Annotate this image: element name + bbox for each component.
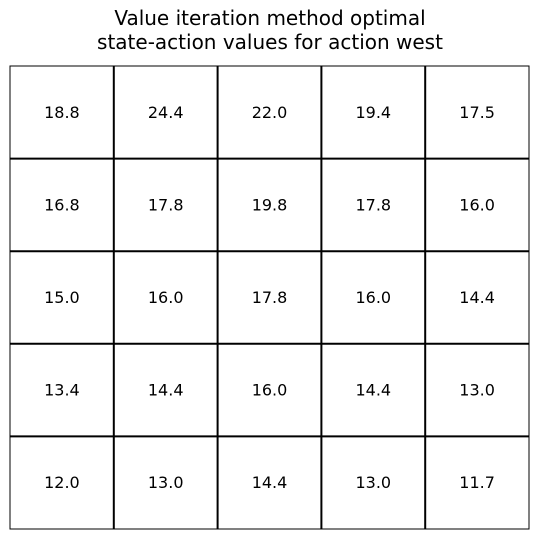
cell-value-r0-c1: 24.4 [148,103,184,122]
cell-value-r3-c3: 14.4 [355,381,391,400]
cell-value-r3-c4: 13.0 [459,381,495,400]
cell-value-r2-c2: 17.8 [252,288,288,307]
cell-value-r4-c3: 13.0 [355,473,391,492]
cell-value-r3-c0: 13.4 [44,381,80,400]
cell-value-r2-c4: 14.4 [459,288,495,307]
cell-value-r0-c3: 19.4 [355,103,391,122]
cell-value-r4-c1: 13.0 [148,473,184,492]
cell-value-r2-c3: 16.0 [355,288,391,307]
cell-value-r4-c4: 11.7 [459,473,495,492]
cell-value-r4-c2: 14.4 [252,473,288,492]
cell-value-r1-c1: 17.8 [148,195,184,214]
cell-value-r0-c4: 17.5 [459,103,495,122]
chart-title-line-2: state-action values for action west [97,30,443,54]
grid-frame [9,65,530,530]
chart-title: Value iteration method optimal state-act… [0,6,540,54]
chart-title-line-1: Value iteration method optimal [114,6,426,30]
cell-value-r4-c0: 12.0 [44,473,80,492]
cell-value-r1-c3: 17.8 [355,195,391,214]
cell-value-r2-c0: 15.0 [44,288,80,307]
cell-value-r0-c2: 22.0 [252,103,288,122]
cell-value-r1-c4: 16.0 [459,195,495,214]
cell-value-r1-c2: 19.8 [252,195,288,214]
cell-value-r0-c0: 18.8 [44,103,80,122]
cell-value-r3-c1: 14.4 [148,381,184,400]
cell-value-r2-c1: 16.0 [148,288,184,307]
cell-value-r3-c2: 16.0 [252,381,288,400]
cell-value-r1-c0: 16.8 [44,195,80,214]
